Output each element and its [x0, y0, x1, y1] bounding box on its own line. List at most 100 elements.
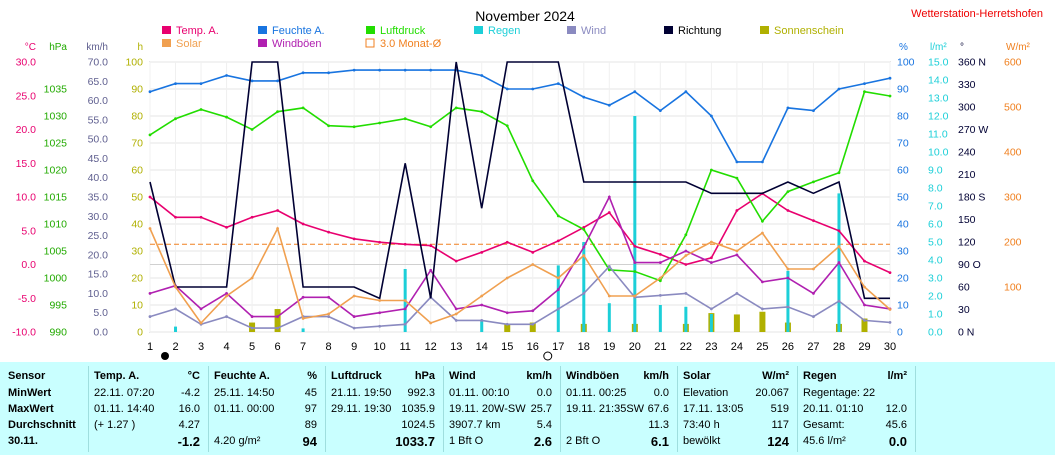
axis-tick-label: 10.0 — [88, 288, 109, 300]
stats-header: Solar — [683, 370, 711, 382]
data-point — [761, 307, 764, 311]
x-tick-label: 23 — [705, 341, 717, 353]
data-point — [607, 103, 611, 107]
data-point — [505, 276, 509, 280]
data-point — [174, 215, 177, 219]
x-tick-label: 16 — [527, 341, 539, 353]
axis-tick-label: 995 — [49, 300, 67, 312]
data-point — [658, 276, 662, 280]
data-point — [709, 256, 713, 260]
stats-avg-value: 4.27 — [178, 419, 200, 431]
data-point — [582, 245, 586, 249]
data-point — [250, 128, 254, 131]
data-point — [454, 319, 458, 322]
axis-tick-label: 60 — [958, 282, 970, 294]
data-point — [378, 299, 382, 302]
axis-tick-label: 15.0 — [16, 158, 37, 170]
stats-col-temp: Temp. A. °C 22.11. 07:20 -4.2 01.11. 14:40 16… — [88, 362, 208, 455]
data-point — [378, 240, 382, 244]
x-tick-label: 28 — [833, 341, 845, 353]
data-point — [888, 308, 892, 311]
sunshine-bar — [733, 314, 740, 332]
legend-label: 3.0 Monat-Ø — [380, 38, 442, 50]
stats-header: Temp. A. — [94, 370, 140, 382]
moon-new-icon — [543, 351, 553, 361]
legend-swatch — [162, 26, 171, 34]
axis-tick-label: 120 — [958, 237, 976, 249]
x-tick-label: 17 — [552, 341, 564, 353]
data-point — [531, 250, 535, 254]
axis-tick-label: 15.0 — [88, 269, 109, 281]
data-point — [582, 254, 586, 257]
data-point — [556, 239, 560, 243]
stats-today-value: 94 — [302, 434, 317, 449]
axis-tick-label: 1010 — [44, 219, 68, 231]
stats-max-value: 519 — [770, 403, 789, 415]
data-point — [735, 209, 739, 212]
x-tick-label: 1 — [147, 341, 153, 353]
stats-min-value: 20.067 — [755, 387, 789, 399]
stats-min-value: -4.2 — [181, 387, 200, 399]
data-point — [812, 219, 815, 223]
x-tick-label: 20 — [629, 341, 641, 353]
stats-avg-extra: 3907.7 km — [449, 419, 501, 431]
stats-min-value: 992.3 — [407, 387, 435, 399]
data-point — [429, 321, 433, 325]
axis-tick-label: 1030 — [44, 111, 68, 123]
axis-tick-label: 0.0 — [928, 327, 943, 339]
stats-unit: W/m² — [762, 370, 789, 382]
stats-header: Wind — [449, 370, 476, 382]
stats-avg-extra: 73:40 h — [683, 419, 720, 431]
axis-tick-label: 7.0 — [928, 201, 943, 213]
stats-min-time: 25.11. 14:50 — [214, 387, 275, 399]
stats-max-value: 12.0 — [885, 403, 907, 415]
axis-tick-label: 20 — [897, 273, 909, 285]
x-tick-label: 26 — [782, 341, 794, 353]
data-point — [250, 326, 254, 330]
data-point — [684, 263, 688, 266]
data-point — [761, 219, 764, 223]
data-point — [658, 252, 662, 256]
axis-tick-label: 90 O — [958, 259, 981, 271]
data-point — [378, 324, 382, 328]
stats-col-solar: Solar W/m² Elevation 20.067 17.11. 13:05 519 7… — [677, 362, 797, 455]
axis-tick-label: 500 — [1004, 102, 1022, 114]
data-point — [505, 124, 509, 128]
data-point — [148, 292, 152, 295]
axis-tick-label: 50.0 — [88, 134, 109, 146]
sunshine-bar — [274, 309, 281, 332]
axis-tick-label: 70 — [131, 138, 143, 150]
data-point — [607, 294, 611, 298]
axis-tick-label: 100 — [1004, 282, 1022, 294]
data-point — [658, 293, 662, 297]
x-tick-label: 29 — [858, 341, 870, 353]
axis-tick-label: 20.0 — [16, 124, 37, 136]
rain-bar — [633, 116, 637, 332]
data-point — [429, 68, 433, 72]
x-tick-label: 25 — [756, 341, 768, 353]
data-point — [607, 211, 611, 214]
rain-bar — [658, 305, 662, 332]
rain-bar — [684, 306, 688, 332]
weather-chart: November 2024 Wetterstation-Herretshofen… — [12, 8, 1043, 361]
axis-tick-label: 200 — [1004, 237, 1022, 249]
data-point — [327, 124, 331, 128]
stats-separator — [443, 366, 444, 452]
x-tick-label: 5 — [249, 341, 255, 353]
axis-tick-label: 400 — [1004, 147, 1022, 159]
legend-swatch — [258, 26, 267, 34]
data-point — [148, 195, 152, 199]
data-point — [837, 87, 841, 91]
label-min: MinWert — [8, 387, 52, 399]
stats-today-extra: 2 Bft O — [566, 435, 601, 447]
data-point — [735, 160, 739, 164]
data-point — [250, 276, 254, 280]
axis-tick-label: 0 N — [958, 327, 974, 339]
axis-tick-label: -5.0 — [18, 293, 36, 305]
data-point — [812, 180, 815, 184]
x-tick-label: 27 — [807, 341, 819, 353]
data-point — [556, 276, 560, 280]
axis-tick-label: 70 — [897, 138, 909, 150]
stats-header: Regen — [803, 370, 837, 382]
data-point — [352, 125, 356, 129]
